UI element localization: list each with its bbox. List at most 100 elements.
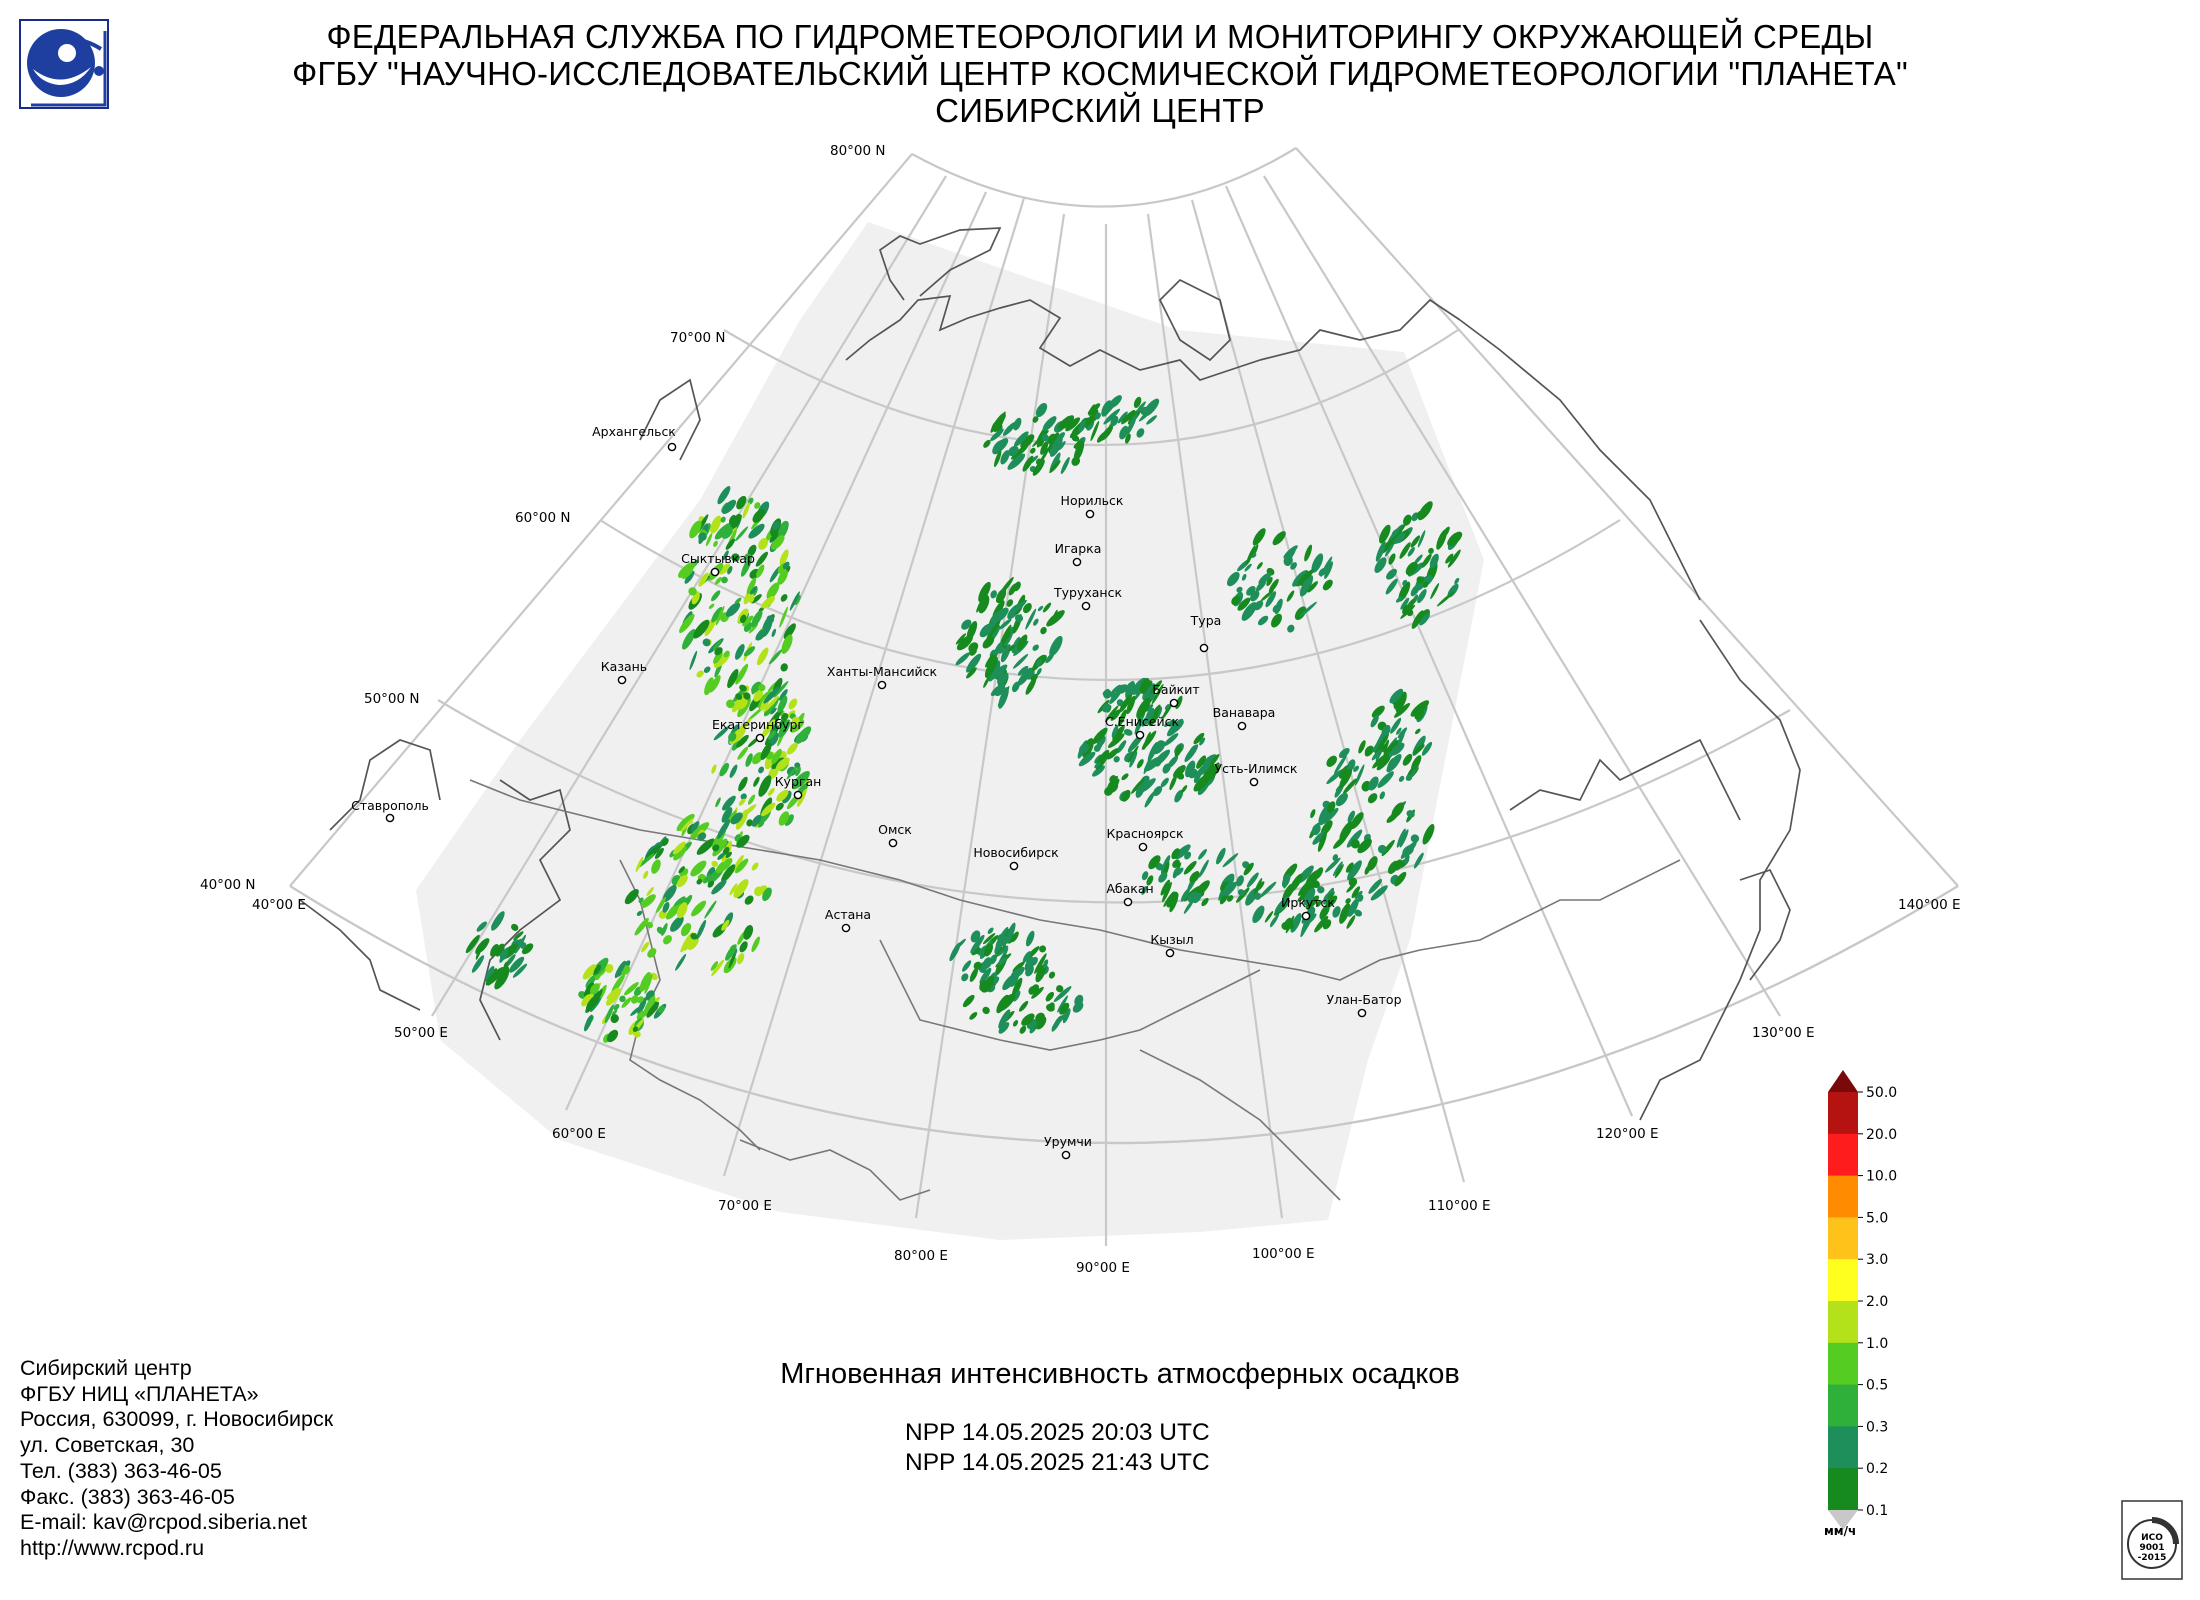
- contact-line-3: Россия, 630099, г. Новосибирск: [20, 1407, 334, 1432]
- label-lon-70: 70°00 E: [718, 1198, 772, 1214]
- meridian-120: [1224, 185, 1634, 1117]
- parallel-80: [911, 147, 1297, 208]
- city-label: Астана: [825, 907, 871, 922]
- city-marker: [1135, 730, 1145, 740]
- label-lon-110: 110°00 E: [1428, 1198, 1491, 1214]
- legend-level-label: 20.0: [1866, 1127, 1897, 1143]
- legend-color-box: [1828, 1468, 1858, 1511]
- city-marker: [1165, 948, 1175, 958]
- city-label: Курган: [775, 774, 822, 789]
- city-label: Тура: [1190, 613, 1222, 628]
- city-marker: [1123, 897, 1133, 907]
- city-marker: [1169, 698, 1179, 708]
- parallel-50: [437, 699, 1791, 904]
- city-label: Байкит: [1152, 682, 1199, 697]
- legend-level-label: 0.1: [1866, 1503, 1888, 1519]
- meridian-40: [289, 153, 913, 887]
- label-lon-80: 80°00 E: [894, 1248, 948, 1264]
- legend-unit: мм/ч: [1824, 1524, 1857, 1538]
- city-label: Красноярск: [1106, 826, 1183, 841]
- legend-level-label: 50.0: [1866, 1085, 1897, 1101]
- satellite-swath: [416, 222, 1484, 1240]
- city-marker: [667, 442, 677, 452]
- city-marker: [793, 790, 803, 800]
- city-label: Казань: [601, 659, 647, 674]
- legend-color-box: [1828, 1384, 1858, 1427]
- meridian-110: [1190, 199, 1466, 1183]
- legend-color-box: [1828, 1217, 1858, 1260]
- city-marker: [1237, 721, 1247, 731]
- meridians: [289, 147, 1959, 1246]
- city-label: Норильск: [1061, 493, 1124, 508]
- city-label: Архангельск: [592, 424, 676, 439]
- planeta-logo: [19, 19, 109, 109]
- legend-color-box: [1828, 1426, 1858, 1469]
- coastlines: [299, 227, 1801, 1121]
- city-label: Новосибирск: [973, 845, 1059, 860]
- precipitation-legend: 50.0 20.0 10.0 5.0 3.0 2.0 1.0 0.5 0.3 0.2 0.1: [1828, 1070, 1897, 1530]
- satellite-passes: NPP 14.05.2025 20:03 UTC NPP 14.05.2025 …: [905, 1418, 1210, 1478]
- city-label: Ханты-Мансийск: [827, 664, 938, 679]
- meridian-130: [1263, 175, 1781, 1017]
- legend-color-box: [1828, 1259, 1858, 1302]
- legend-level-label: 5.0: [1866, 1210, 1888, 1226]
- label-lon-100: 100°00 E: [1252, 1246, 1315, 1262]
- label-lat-80: 80°00 N: [830, 143, 886, 159]
- label-lon-140: 140°00 E: [1898, 897, 1961, 913]
- city-marker: [888, 838, 898, 848]
- header-line-1: ФЕДЕРАЛЬНАЯ СЛУЖБА ПО ГИДРОМЕТЕОРОЛОГИИ …: [326, 18, 1874, 55]
- label-lon-40: 40°00 E: [252, 897, 306, 913]
- city-marker: [1009, 861, 1019, 871]
- city-label: Сыктывкар: [681, 551, 755, 566]
- city-label: Урумчи: [1044, 1134, 1092, 1149]
- legend-level-label: 0.2: [1866, 1461, 1888, 1477]
- contact-line-6: Факс. (383) 363-46-05: [20, 1484, 235, 1509]
- contact-website-link[interactable]: http://www.rcpod.ru: [20, 1535, 205, 1560]
- label-lon-50: 50°00 E: [394, 1025, 448, 1041]
- contact-line-5: Тел. (383) 363-46-05: [20, 1458, 222, 1483]
- contact-line-4: ул. Советская, 30: [20, 1433, 195, 1458]
- city-label: Туруханск: [1053, 585, 1122, 600]
- label-lon-120: 120°00 E: [1596, 1126, 1659, 1142]
- city-marker: [710, 567, 720, 577]
- contact-line-2: ФГБУ НИЦ «ПЛАНЕТА»: [20, 1381, 259, 1406]
- city-marker: [1061, 1150, 1071, 1160]
- iso-text-3: -2015: [2138, 1553, 2167, 1563]
- city-marker: [385, 813, 395, 823]
- city-marker: [1081, 601, 1091, 611]
- city-label: Иркутск: [1281, 895, 1335, 910]
- meridian-140: [1295, 147, 1959, 887]
- iso-certificate-badge: ИСО 9001 -2015: [2121, 1500, 2183, 1580]
- pass-1: NPP 14.05.2025 20:03 UTC: [905, 1419, 1210, 1446]
- label-lat-40: 40°00 N: [200, 877, 256, 893]
- city-marker: [1199, 643, 1209, 653]
- grid-labels: 80°00 N 70°00 N 60°00 N 50°00 N 40°00 N …: [200, 143, 1961, 1276]
- iso-text-1: ИСО: [2141, 1533, 2163, 1543]
- legend-color-box: [1828, 1175, 1858, 1218]
- city-label: Усть-Илимск: [1215, 761, 1298, 776]
- label-lat-50: 50°00 N: [364, 691, 420, 707]
- header-line-3: СИБИРСКИЙ ЦЕНТР: [935, 92, 1265, 129]
- legend-color-box: [1828, 1301, 1858, 1344]
- label-lat-60: 60°00 N: [515, 510, 571, 526]
- city-label: Кызыл: [1150, 932, 1193, 947]
- meridian-60: [564, 191, 988, 1111]
- city-label: Екатеринбург: [712, 717, 804, 732]
- borders: [469, 779, 1681, 1201]
- meridian-80: [914, 213, 1066, 1219]
- city-label: Улан-Батор: [1326, 992, 1401, 1007]
- city-label: Ванавара: [1213, 705, 1276, 720]
- legend-level-label: 3.0: [1866, 1252, 1888, 1268]
- contact-email[interactable]: E-mail: kav@rcpod.siberia.net: [20, 1510, 308, 1535]
- city-label: Игарка: [1055, 541, 1102, 556]
- city-label: Ставрополь: [351, 798, 429, 813]
- legend-color-box: [1828, 1133, 1858, 1177]
- legend-over-max-arrow: [1828, 1070, 1858, 1092]
- label-lon-130: 130°00 E: [1752, 1025, 1815, 1041]
- parallel-70: [723, 329, 1459, 446]
- city-marker: [1357, 1008, 1367, 1018]
- city-label: С.Енисейск: [1105, 714, 1179, 729]
- legend-color-box: [1828, 1092, 1858, 1135]
- city-marker: [617, 675, 627, 685]
